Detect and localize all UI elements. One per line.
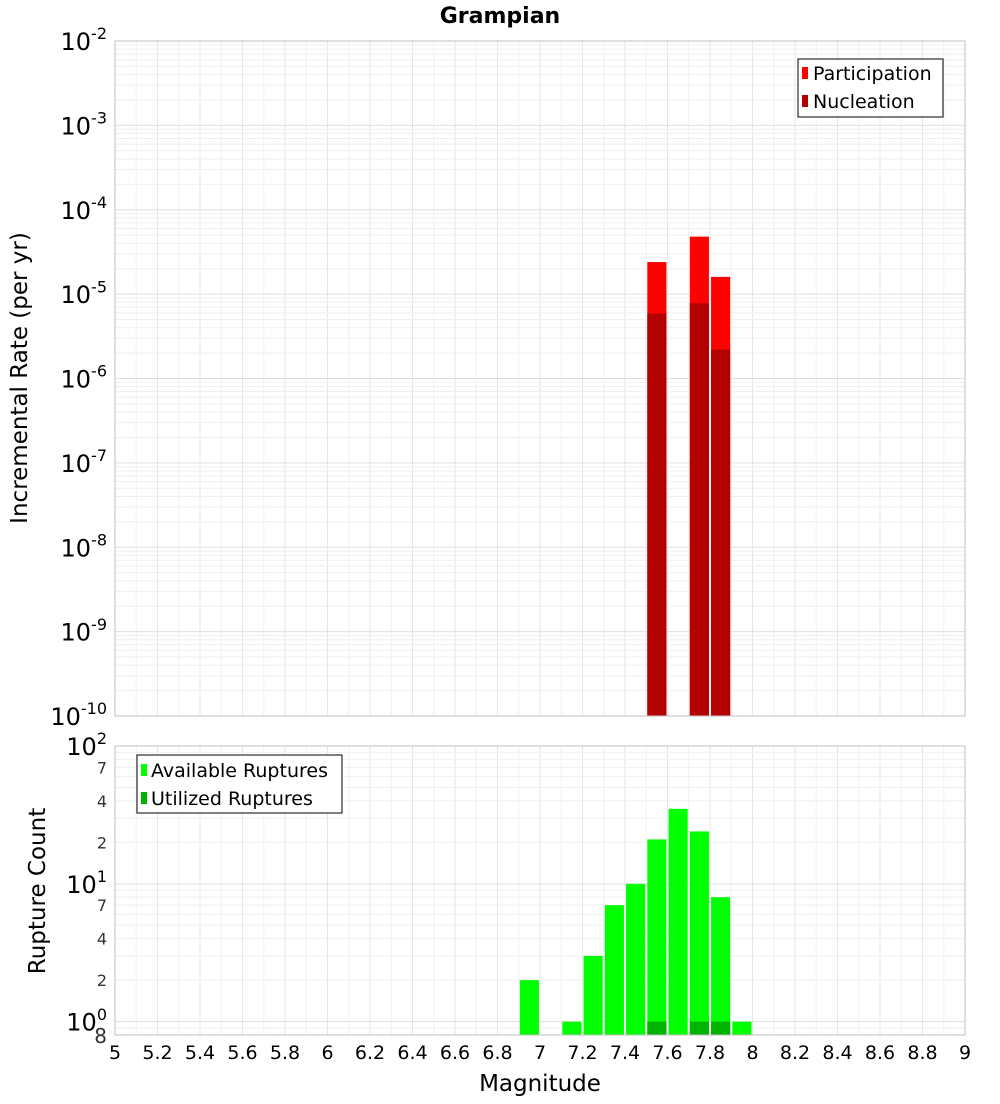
bottom-bar-available [626, 883, 646, 1035]
bottom-bar-available [562, 1021, 582, 1035]
top-legend-swatch [802, 95, 808, 107]
bottom-y-tick-label: 102 [66, 729, 107, 761]
x-tick-label: 7.8 [695, 1042, 725, 1064]
bottom-legend-label: Utilized Ruptures [151, 788, 313, 810]
top-legend-swatch [802, 67, 808, 79]
bottom-legend-swatch [141, 764, 147, 776]
x-tick-label: 6 [321, 1042, 333, 1064]
bottom-bar-available [519, 980, 539, 1035]
top-bar-nucleation [647, 313, 667, 716]
bottom-y-minor-label: 2 [97, 833, 107, 852]
x-tick-label: 8.2 [780, 1042, 810, 1064]
top-legend-label: Participation [813, 63, 932, 85]
x-axis-label: Magnitude [479, 1071, 601, 1097]
x-tick-label: 9 [959, 1042, 971, 1064]
bottom-y-minor-label: 7 [97, 758, 107, 777]
top-legend-label: Nucleation [813, 91, 915, 113]
x-tick-label: 5 [109, 1042, 121, 1064]
bottom-y-axis-label: Rupture Count [25, 808, 51, 974]
bottom-y-tick-label: 101 [66, 867, 107, 899]
top-y-axis-label: Incremental Rate (per yr) [7, 232, 33, 524]
bottom-bar-available [689, 831, 709, 1035]
x-tick-label: 6.8 [482, 1042, 512, 1064]
top-y-tick-label: 10-3 [61, 109, 108, 141]
top-y-tick-label: 10-8 [61, 530, 108, 562]
x-tick-label: 5.2 [142, 1042, 172, 1064]
bottom-legend-box [136, 754, 343, 814]
x-tick-label: 6.2 [355, 1042, 385, 1064]
bottom-legend-swatch [141, 792, 147, 804]
x-tick-label: 7.6 [652, 1042, 682, 1064]
bottom-bar-utilized [711, 1021, 731, 1035]
top-bar-nucleation [689, 303, 709, 716]
bottom-y-minor-label: 2 [97, 971, 107, 990]
x-tick-label: 5.4 [185, 1042, 215, 1064]
top-y-tick-label: 10-9 [61, 615, 108, 647]
x-tick-label: 6.6 [440, 1042, 470, 1064]
bottom-y-minor-label: 7 [97, 896, 107, 915]
top-legend-box [797, 58, 944, 118]
x-tick-label: 8 [746, 1042, 758, 1064]
bottom-legend-label: Available Ruptures [151, 760, 328, 782]
top-y-tick-label: 10-10 [50, 699, 107, 731]
bottom-y-tick-label: 100 [66, 1005, 107, 1037]
bottom-bar-utilized [689, 1021, 709, 1035]
top-y-tick-label: 10-7 [61, 446, 108, 478]
x-tick-label: 7.4 [610, 1042, 640, 1064]
top-bar-nucleation [711, 349, 731, 716]
x-tick-label: 8.8 [907, 1042, 937, 1064]
x-tick-label: 8.6 [865, 1042, 895, 1064]
bottom-bar-utilized [647, 1021, 667, 1035]
top-plot-border [114, 40, 966, 717]
top-y-tick-label: 10-2 [61, 24, 108, 56]
chart-title: Grampian [440, 4, 560, 29]
bottom-bar-available [711, 897, 731, 1035]
x-tick-label: 7 [534, 1042, 546, 1064]
x-tick-label: 8.4 [822, 1042, 852, 1064]
bottom-y-minor-label: 4 [97, 930, 107, 949]
top-y-tick-label: 10-4 [61, 193, 108, 225]
bottom-plot-border [114, 745, 966, 1036]
bottom-bar-available [668, 808, 688, 1035]
bottom-y-minor-label: 8 [94, 1024, 107, 1048]
x-tick-label: 5.8 [270, 1042, 300, 1064]
x-tick-label: 7.2 [567, 1042, 597, 1064]
bottom-bar-available [647, 839, 667, 1035]
x-tick-label: 5.6 [227, 1042, 257, 1064]
bottom-bar-available [732, 1021, 752, 1035]
bottom-bar-available [583, 955, 603, 1035]
x-tick-label: 6.4 [397, 1042, 427, 1064]
bottom-y-minor-label: 4 [97, 792, 107, 811]
bottom-bar-available [604, 905, 624, 1035]
top-y-tick-label: 10-6 [61, 362, 108, 394]
top-y-tick-label: 10-5 [61, 277, 108, 309]
